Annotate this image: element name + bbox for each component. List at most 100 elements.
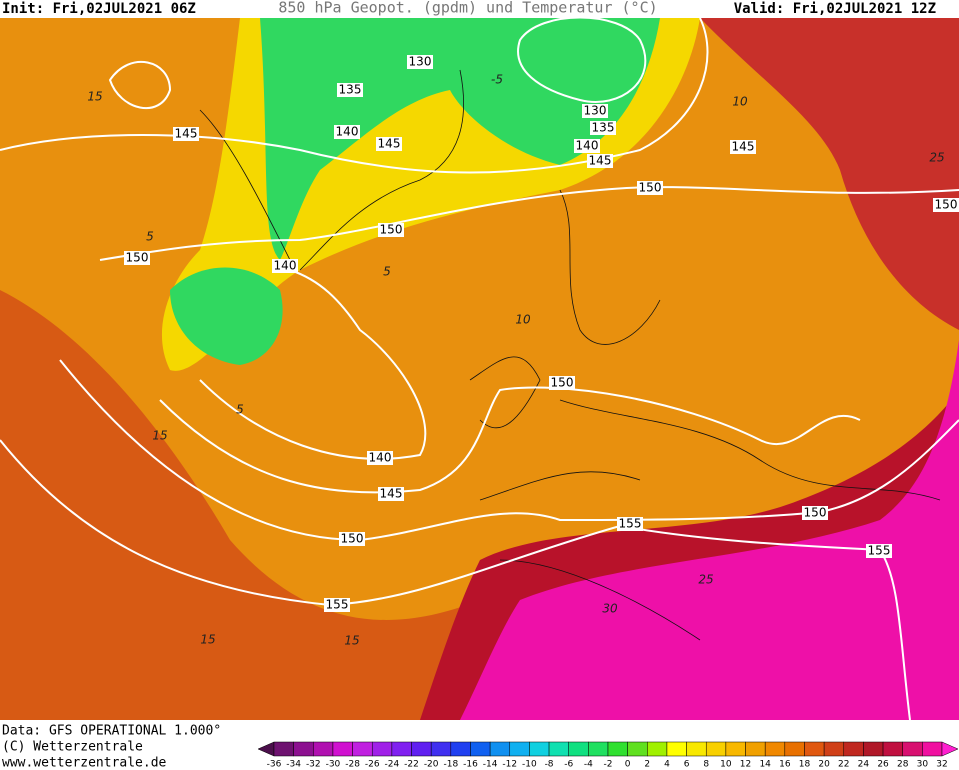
cold-area bbox=[170, 267, 283, 365]
scale-box bbox=[332, 741, 353, 757]
scale-box bbox=[784, 741, 805, 757]
scale-box bbox=[607, 741, 628, 757]
scale-box bbox=[489, 741, 511, 757]
geopotential-label: 140 bbox=[336, 125, 359, 139]
geopotential-label: 155 bbox=[868, 544, 891, 558]
scale-box bbox=[725, 741, 746, 757]
geopotential-label: 145 bbox=[380, 487, 403, 501]
label-box bbox=[933, 198, 959, 212]
scale-box bbox=[548, 741, 569, 757]
contour-line bbox=[59, 359, 959, 542]
scale-tick-label: 12 bbox=[740, 760, 751, 770]
very-hot-area bbox=[460, 340, 959, 720]
scale-box bbox=[627, 741, 648, 757]
scale-tick-label: 28 bbox=[897, 760, 909, 770]
label-box bbox=[582, 104, 608, 118]
scale-box bbox=[509, 741, 530, 757]
label-box bbox=[617, 517, 643, 531]
scale-tick-label: 22 bbox=[838, 760, 849, 770]
temperature-label: 30 bbox=[602, 602, 618, 616]
label-box bbox=[590, 121, 616, 135]
scale-box bbox=[686, 741, 707, 757]
scale-arrow bbox=[941, 741, 959, 757]
temperature-label: 25 bbox=[698, 573, 713, 587]
valid-time: Valid: Fri,02JUL2021 12Z bbox=[734, 1, 936, 17]
scale-tick-label: 18 bbox=[799, 760, 811, 770]
geopotential-label: 130 bbox=[584, 104, 607, 118]
label-box bbox=[407, 55, 433, 69]
scale-tick-label: 2 bbox=[644, 760, 650, 770]
scale-tick-label: -36 bbox=[267, 760, 282, 770]
scale-box bbox=[450, 741, 471, 757]
contour-line bbox=[108, 61, 172, 109]
scale-tick-label: -12 bbox=[502, 760, 517, 770]
scale-box bbox=[568, 741, 589, 757]
scale-box bbox=[922, 741, 943, 757]
label-box bbox=[549, 376, 575, 390]
scale-box bbox=[313, 741, 334, 757]
scale-tick-label: 32 bbox=[936, 760, 947, 770]
geopotential-label: 140 bbox=[369, 451, 392, 465]
contour-line bbox=[0, 439, 911, 721]
copyright: (C) Wetterzentrale bbox=[2, 740, 143, 755]
label-box bbox=[637, 181, 663, 195]
scale-box bbox=[666, 741, 687, 757]
scale-box bbox=[293, 741, 314, 757]
scale-tick-label: -20 bbox=[424, 760, 439, 770]
scale-box bbox=[882, 741, 903, 757]
scale-tick-label: -30 bbox=[326, 760, 341, 770]
warm-east bbox=[700, 18, 959, 330]
label-box bbox=[378, 487, 404, 501]
geopotential-label: 150 bbox=[341, 532, 364, 546]
temperature-label: 5 bbox=[236, 403, 244, 417]
scale-tick-label: -26 bbox=[365, 760, 380, 770]
label-box bbox=[337, 83, 363, 97]
scale-box bbox=[529, 741, 550, 757]
scale-tick-label: 8 bbox=[703, 760, 709, 770]
scale-tick-label: -18 bbox=[443, 760, 458, 770]
scale-tick-label: -28 bbox=[345, 760, 360, 770]
contour-line bbox=[99, 186, 959, 261]
scale-box bbox=[430, 741, 452, 757]
scale-tick-label: 30 bbox=[917, 760, 929, 770]
contour-line bbox=[159, 386, 861, 494]
scale-tick-label: 4 bbox=[664, 760, 670, 770]
temperature-label: 25 bbox=[929, 151, 944, 165]
scale-box bbox=[745, 741, 766, 757]
geopotential-label: 150 bbox=[126, 251, 149, 265]
data-source: Data: GFS OPERATIONAL 1.000° bbox=[2, 724, 221, 739]
temperature-label: 10 bbox=[515, 313, 531, 327]
scale-box bbox=[647, 741, 668, 757]
geopotential-label: 155 bbox=[326, 598, 349, 612]
scale-tick-label: -10 bbox=[522, 760, 537, 770]
temperature-label: 15 bbox=[344, 634, 359, 648]
website: www.wetterzentrale.de bbox=[2, 756, 167, 770]
label-box bbox=[334, 125, 360, 139]
scale-box bbox=[705, 741, 727, 757]
scale-box bbox=[902, 741, 923, 757]
label-box bbox=[339, 532, 365, 546]
temperature-label: -5 bbox=[491, 73, 503, 87]
label-box bbox=[367, 451, 393, 465]
scale-tick-label: -22 bbox=[404, 760, 419, 770]
scale-tick-label: 20 bbox=[818, 760, 830, 770]
scale-tick-label: 26 bbox=[877, 760, 889, 770]
scale-tick-label: 10 bbox=[720, 760, 732, 770]
geopotential-label: 150 bbox=[639, 181, 662, 195]
label-box bbox=[802, 506, 828, 520]
geopotential-label: 135 bbox=[592, 121, 615, 135]
scale-tick-label: -16 bbox=[463, 760, 478, 770]
geopotential-label: 135 bbox=[339, 83, 362, 97]
temperature-label: 5 bbox=[146, 230, 154, 244]
scale-box bbox=[863, 741, 884, 757]
scale-tick-label: -2 bbox=[604, 760, 613, 770]
contour-line bbox=[0, 17, 709, 174]
contour-line bbox=[199, 269, 427, 460]
init-time: Init: Fri,02JUL2021 06Z bbox=[2, 1, 196, 17]
scale-box bbox=[411, 741, 432, 757]
label-box bbox=[173, 127, 199, 141]
scale-tick-label: 6 bbox=[684, 760, 690, 770]
geopotential-label: 150 bbox=[380, 223, 403, 237]
scale-tick-label: -4 bbox=[584, 760, 593, 770]
